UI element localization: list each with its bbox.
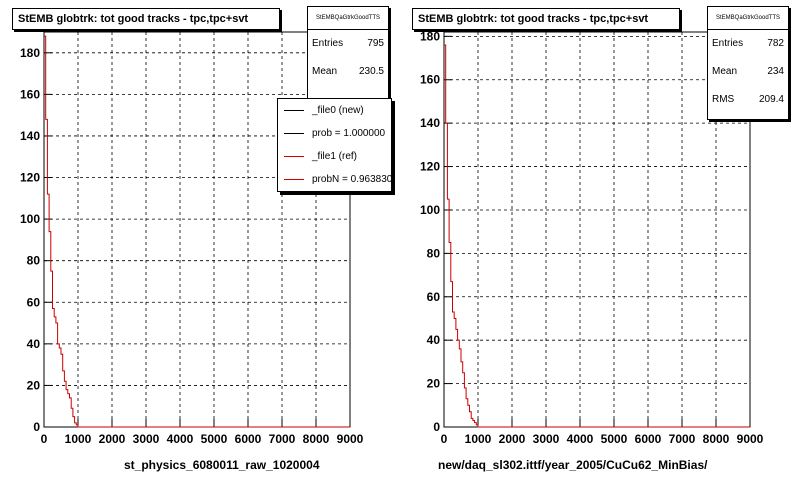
left-x-tick-label: 0 <box>41 432 48 446</box>
right-x-tick-label: 1000 <box>465 432 492 446</box>
legend-entry-probn: probN = 0.963830 <box>278 168 391 191</box>
right-y-tick-label: 20 <box>427 377 441 391</box>
left-y-tick-label: 100 <box>20 212 40 226</box>
legend-line-probn <box>284 179 304 180</box>
right-y-tick-label: 180 <box>420 29 440 43</box>
left-y-tick-label: 180 <box>20 46 40 60</box>
right-y-tick-label: 40 <box>427 333 441 347</box>
legend-entry-file1: _file1 (ref) <box>278 145 391 168</box>
right-x-tick-label: 3000 <box>533 432 560 446</box>
right-stats-mean-value: 234 <box>767 66 784 77</box>
left-x-tick-label: 6000 <box>235 432 262 446</box>
right-pad: 0 1000 2000 3000 4000 5000 6000 7000 8000 9000 0 20… <box>400 0 800 472</box>
left-y-tick-label: 60 <box>27 295 41 309</box>
left-stats-mean-row: Mean 230.5 <box>308 58 388 86</box>
left-y-tick-label: 20 <box>27 378 41 392</box>
left-stats-entries-value: 795 <box>367 38 384 49</box>
right-x-tick-label: 2000 <box>499 432 526 446</box>
left-y-tick-label: 40 <box>27 337 41 351</box>
right-stats-rms-label: RMS <box>712 94 735 105</box>
right-stats-entries-label: Entries <box>712 38 744 49</box>
right-stats-name: StEMBQaGtrkGoodTTS <box>708 7 788 30</box>
right-y-tick-label: 140 <box>420 116 440 130</box>
right-x-tick-label: 5000 <box>601 432 628 446</box>
left-y-tick-label: 160 <box>20 87 40 101</box>
left-stats-entries-row: Entries 795 <box>308 30 388 58</box>
legend-entry-prob: prob = 1.000000 <box>278 122 391 145</box>
right-stats-entries-row: Entries 782 <box>708 30 788 58</box>
right-x-axis-title: new/daq_sl302.ittf/year_2005/CuCu62_MinB… <box>438 458 708 472</box>
right-stats-box: StEMBQaGtrkGoodTTS Entries 782 Mean 234 … <box>707 6 789 120</box>
left-x-tick-label: 2000 <box>99 432 126 446</box>
right-x-tick-label: 0 <box>441 432 448 446</box>
right-x-tick-label: 7000 <box>669 432 696 446</box>
right-y-tick-label: 60 <box>427 290 441 304</box>
right-y-tick-label: 120 <box>420 160 440 174</box>
left-y-tick-label: 140 <box>20 129 40 143</box>
left-x-axis-title: st_physics_6080011_raw_1020004 <box>124 458 320 472</box>
right-y-tick-label: 160 <box>420 73 440 87</box>
left-y-tick-label: 80 <box>27 254 41 268</box>
left-legend: _file0 (new) prob = 1.000000 _file1 (ref… <box>277 98 392 192</box>
left-x-tick-label: 3000 <box>133 432 160 446</box>
left-y-tick-label: 0 <box>33 420 40 434</box>
left-plot-frame <box>43 31 351 428</box>
legend-label-probn: probN = 0.963830 <box>312 174 392 185</box>
legend-label-file1: _file1 (ref) <box>312 151 358 162</box>
left-stats-mean-label: Mean <box>312 66 338 77</box>
left-series-line-0 <box>44 35 350 428</box>
right-series-line-0 <box>444 44 750 428</box>
right-stats-rms-value: 209.4 <box>758 94 784 105</box>
left-stats-name: StEMBQaGtrkGoodTTS <box>308 7 388 30</box>
right-stats-rms-row: RMS 209.4 <box>708 86 788 114</box>
right-y-tick-label: 100 <box>420 203 440 217</box>
right-x-tick-label: 8000 <box>703 432 730 446</box>
right-x-tick-label: 4000 <box>567 432 594 446</box>
right-stats-entries-value: 782 <box>767 38 784 49</box>
legend-line-file1 <box>284 156 304 157</box>
left-x-tick-label: 8000 <box>303 432 330 446</box>
right-stats-mean-label: Mean <box>712 66 738 77</box>
left-x-tick-label: 9000 <box>337 432 364 446</box>
right-stats-mean-row: Mean 234 <box>708 58 788 86</box>
right-plot-frame <box>443 31 751 428</box>
legend-line-file0 <box>284 110 304 111</box>
legend-label-prob: prob = 1.000000 <box>312 128 386 139</box>
left-stats-mean-value: 230.5 <box>358 66 384 77</box>
left-chart-title: StEMB globtrk: tot good tracks - tpc,tpc… <box>12 8 280 30</box>
legend-label-file0: _file0 (new) <box>312 105 364 116</box>
left-x-tick-label: 1000 <box>65 432 92 446</box>
right-chart-title: StEMB globtrk: tot good tracks - tpc,tpc… <box>412 8 680 30</box>
left-x-tick-label: 7000 <box>269 432 296 446</box>
right-y-tick-label: 0 <box>433 420 440 434</box>
left-x-tick-label: 5000 <box>201 432 228 446</box>
legend-entry-file0: _file0 (new) <box>278 99 391 122</box>
right-y-tick-label: 80 <box>427 246 441 260</box>
right-x-tick-label: 9000 <box>737 432 764 446</box>
left-x-tick-label: 4000 <box>167 432 194 446</box>
right-plot: 0 1000 2000 3000 4000 5000 6000 7000 8000 9000 0 20… <box>420 29 764 446</box>
left-stats-entries-label: Entries <box>312 38 344 49</box>
left-y-tick-label: 120 <box>20 171 40 185</box>
left-pad: 0 1000 2000 3000 4000 5000 6000 7000 8000 9000 0 20… <box>0 0 400 472</box>
right-x-tick-label: 6000 <box>635 432 662 446</box>
legend-line-prob <box>284 133 304 134</box>
